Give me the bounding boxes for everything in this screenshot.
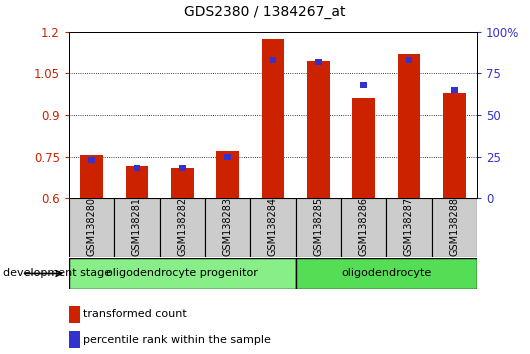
Bar — [80, 155, 103, 198]
Bar — [69, 258, 296, 289]
Bar — [315, 59, 322, 65]
Text: GSM138282: GSM138282 — [177, 197, 187, 256]
Text: development stage: development stage — [3, 268, 111, 278]
Bar — [126, 166, 148, 198]
Bar — [171, 168, 193, 198]
Bar — [69, 198, 114, 257]
Text: GSM138286: GSM138286 — [359, 197, 369, 256]
Bar — [398, 54, 420, 198]
Bar — [431, 198, 477, 257]
Bar — [262, 39, 284, 198]
Bar — [179, 165, 186, 171]
Text: GSM138280: GSM138280 — [86, 197, 96, 256]
Text: GDS2380 / 1384267_at: GDS2380 / 1384267_at — [184, 5, 346, 19]
Bar — [296, 258, 477, 289]
Bar — [224, 154, 231, 160]
Bar — [205, 198, 250, 257]
Text: oligodendrocyte progenitor: oligodendrocyte progenitor — [107, 268, 258, 279]
Bar — [360, 82, 367, 88]
Bar — [270, 57, 276, 63]
Text: GSM138285: GSM138285 — [313, 197, 323, 256]
Bar — [307, 61, 330, 198]
Bar — [114, 198, 160, 257]
Bar — [69, 331, 81, 348]
Bar — [341, 198, 386, 257]
Bar — [134, 165, 140, 171]
Text: GSM138287: GSM138287 — [404, 197, 414, 256]
Text: transformed count: transformed count — [83, 309, 187, 319]
Text: percentile rank within the sample: percentile rank within the sample — [83, 335, 271, 345]
Bar — [88, 157, 95, 163]
Bar — [451, 87, 458, 93]
Bar — [216, 151, 239, 198]
Text: GSM138281: GSM138281 — [132, 197, 142, 256]
Text: oligodendrocyte: oligodendrocyte — [341, 268, 431, 279]
Bar — [296, 198, 341, 257]
Bar — [160, 198, 205, 257]
Text: GSM138283: GSM138283 — [223, 197, 233, 256]
Bar — [250, 198, 296, 257]
Bar — [386, 198, 431, 257]
Bar — [405, 57, 412, 63]
Bar — [443, 93, 466, 198]
Bar — [352, 98, 375, 198]
Text: GSM138284: GSM138284 — [268, 197, 278, 256]
Bar — [69, 306, 81, 323]
Text: GSM138288: GSM138288 — [449, 197, 460, 256]
